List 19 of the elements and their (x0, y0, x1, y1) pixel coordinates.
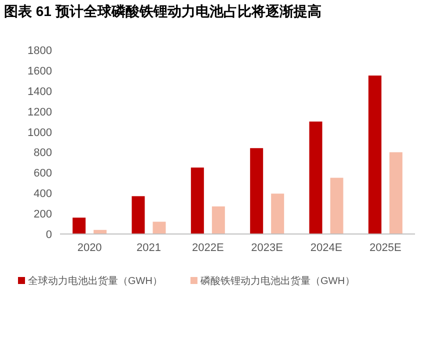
y-tick-label: 1600 (28, 65, 52, 78)
legend-label: 磷酸铁锂动力电池出货量（GWH） (199, 275, 355, 287)
y-tick-label: 0 (46, 229, 52, 241)
y-tick-label: 400 (34, 188, 52, 200)
y-tick-label: 600 (34, 168, 52, 180)
x-tick-label: 2024E (310, 242, 342, 254)
y-tick-label: 1000 (28, 126, 52, 139)
legend-label: 全球动力电池出货量（GWH） (28, 275, 162, 287)
y-tick-label: 1800 (28, 45, 52, 57)
x-tick-label: 2022E (192, 242, 224, 254)
y-tick-label: 1200 (28, 106, 52, 118)
x-tick-label: 2025E (370, 242, 402, 254)
y-tick-label: 200 (34, 208, 52, 221)
x-tick-label: 2020 (77, 242, 102, 254)
y-tick-label: 1400 (28, 86, 52, 98)
x-tick-label: 2021 (136, 242, 161, 254)
x-tick-label: 2023E (251, 242, 283, 254)
y-tick-label: 800 (34, 147, 52, 160)
title: 图表 61 预计全球磷酸铁锂动力电池占比将逐渐提高 (4, 3, 322, 19)
